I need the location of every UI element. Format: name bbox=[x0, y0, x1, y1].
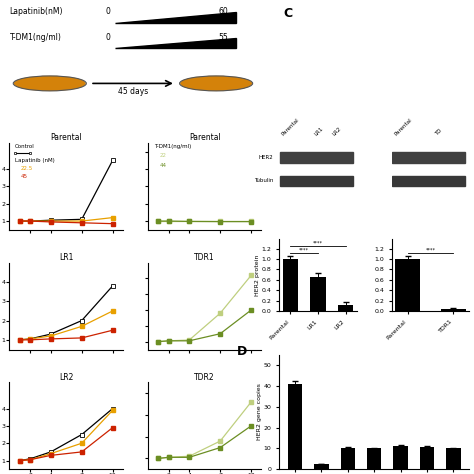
Text: Lapatinib (nM): Lapatinib (nM) bbox=[15, 158, 55, 163]
Bar bbox=[441, 309, 466, 311]
Title: Parental: Parental bbox=[50, 133, 82, 142]
Text: T-DM1(ng/ml): T-DM1(ng/ml) bbox=[9, 33, 61, 42]
Ellipse shape bbox=[15, 76, 85, 91]
Text: Parental: Parental bbox=[281, 117, 300, 137]
Text: 22.5: 22.5 bbox=[21, 165, 33, 171]
Ellipse shape bbox=[181, 76, 251, 91]
Text: 45: 45 bbox=[21, 174, 28, 179]
Text: ****: **** bbox=[313, 241, 323, 246]
Bar bbox=[393, 447, 408, 469]
Bar bbox=[367, 448, 382, 469]
Text: C: C bbox=[283, 7, 292, 20]
Y-axis label: HER2 protein: HER2 protein bbox=[255, 255, 260, 296]
Text: 22: 22 bbox=[159, 154, 166, 158]
Bar bbox=[283, 259, 298, 311]
Text: HER2: HER2 bbox=[258, 155, 273, 160]
Bar bbox=[446, 448, 461, 469]
Text: D: D bbox=[237, 346, 247, 358]
Bar bbox=[340, 448, 355, 469]
Polygon shape bbox=[115, 38, 236, 48]
Bar bbox=[392, 153, 465, 163]
Y-axis label: HER2 gene copies: HER2 gene copies bbox=[257, 383, 262, 440]
Text: LR2: LR2 bbox=[332, 126, 343, 137]
Bar bbox=[419, 447, 434, 469]
Title: LR2: LR2 bbox=[59, 373, 73, 382]
Text: LR1: LR1 bbox=[314, 126, 325, 137]
Bar bbox=[338, 305, 353, 311]
Bar bbox=[280, 153, 353, 163]
Text: Control: Control bbox=[15, 144, 35, 149]
Text: ****: **** bbox=[299, 248, 309, 253]
Text: Tubulin: Tubulin bbox=[254, 178, 273, 183]
Text: 44: 44 bbox=[159, 163, 166, 168]
Text: TD: TD bbox=[434, 128, 443, 137]
Text: 0: 0 bbox=[105, 7, 110, 16]
Bar bbox=[392, 175, 465, 186]
Text: 55: 55 bbox=[219, 33, 228, 42]
Title: TDR1: TDR1 bbox=[194, 253, 215, 262]
Bar bbox=[310, 277, 326, 311]
Bar bbox=[288, 384, 302, 469]
Text: Lapatinib(nM): Lapatinib(nM) bbox=[9, 7, 63, 16]
Polygon shape bbox=[115, 12, 236, 22]
Text: ****: **** bbox=[426, 248, 436, 253]
Text: 0: 0 bbox=[105, 33, 110, 42]
Text: Parental: Parental bbox=[393, 117, 413, 137]
Bar bbox=[280, 175, 353, 186]
Bar bbox=[314, 464, 328, 469]
Text: 60: 60 bbox=[219, 7, 228, 16]
Title: Parental: Parental bbox=[189, 133, 220, 142]
Text: T-DM1(ng/ml): T-DM1(ng/ml) bbox=[154, 144, 191, 149]
Title: TDR2: TDR2 bbox=[194, 373, 215, 382]
Text: 45 days: 45 days bbox=[118, 87, 148, 96]
Title: LR1: LR1 bbox=[59, 253, 73, 262]
Bar bbox=[395, 259, 420, 311]
